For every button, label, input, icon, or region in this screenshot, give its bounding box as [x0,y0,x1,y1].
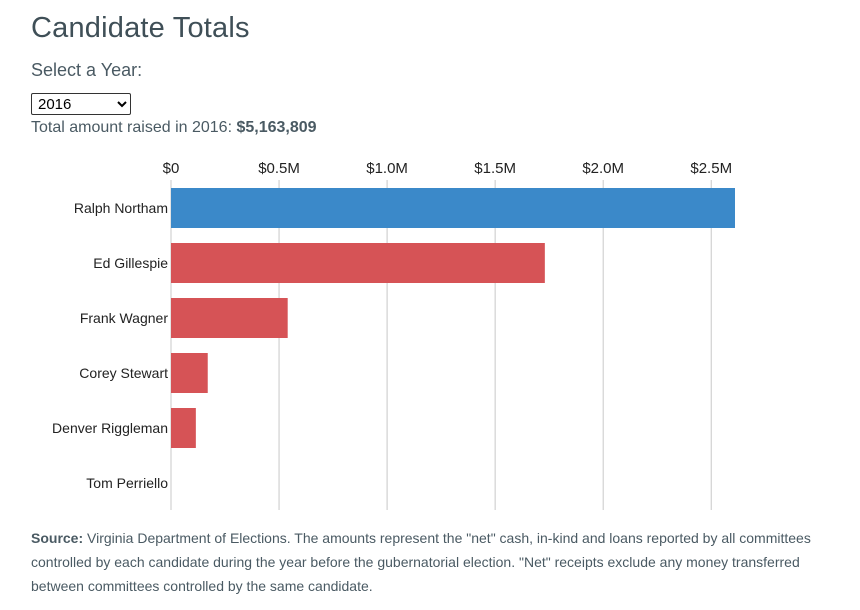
x-tick-label: $0 [163,160,180,177]
total-raised-prefix: Total amount raised in 2016: [31,119,233,136]
bar-frank-wagner[interactable] [171,298,288,338]
bar-ed-gillespie[interactable] [171,243,545,283]
candidate-totals-chart: $0 $0.5M $1.0M $1.5M $2.0M $2.5M Ralph Northa… [52,160,735,510]
x-tick-label: $2.0M [582,160,624,177]
category-label: Denver Riggleman [52,420,168,436]
category-label: Frank Wagner [80,310,169,326]
source-text: Virginia Department of Elections. The am… [31,530,811,594]
x-tick-label: $1.5M [474,160,516,177]
bar-denver-riggleman[interactable] [171,408,196,448]
x-tick-label: $2.5M [690,160,732,177]
x-tick-label: $1.0M [366,160,408,177]
category-label: Ed Gillespie [93,255,168,271]
source-label: Source: [31,530,84,546]
bar-corey-stewart[interactable] [171,353,208,393]
bar-ralph-northam[interactable] [171,188,735,228]
category-label: Ralph Northam [74,200,168,216]
source-note: Source: Virginia Department of Elections… [31,526,831,598]
category-label: Corey Stewart [79,365,168,381]
year-select-label: Select a Year: [31,60,143,80]
x-tick-label: $0.5M [258,160,300,177]
bars [171,188,735,448]
category-labels: Ralph Northam Ed Gillespie Frank Wagner Cor… [52,200,168,491]
gridlines [170,180,712,510]
total-raised-amount: $5,163,809 [236,119,317,136]
x-axis-tick-labels: $0 $0.5M $1.0M $1.5M $2.0M $2.5M [163,160,732,177]
total-raised-line: Total amount raised in 2016: $5,163,809 [31,119,317,137]
page-title: Candidate Totals [31,12,250,44]
category-label: Tom Perriello [86,475,168,491]
year-select[interactable]: 2016 [31,93,131,115]
